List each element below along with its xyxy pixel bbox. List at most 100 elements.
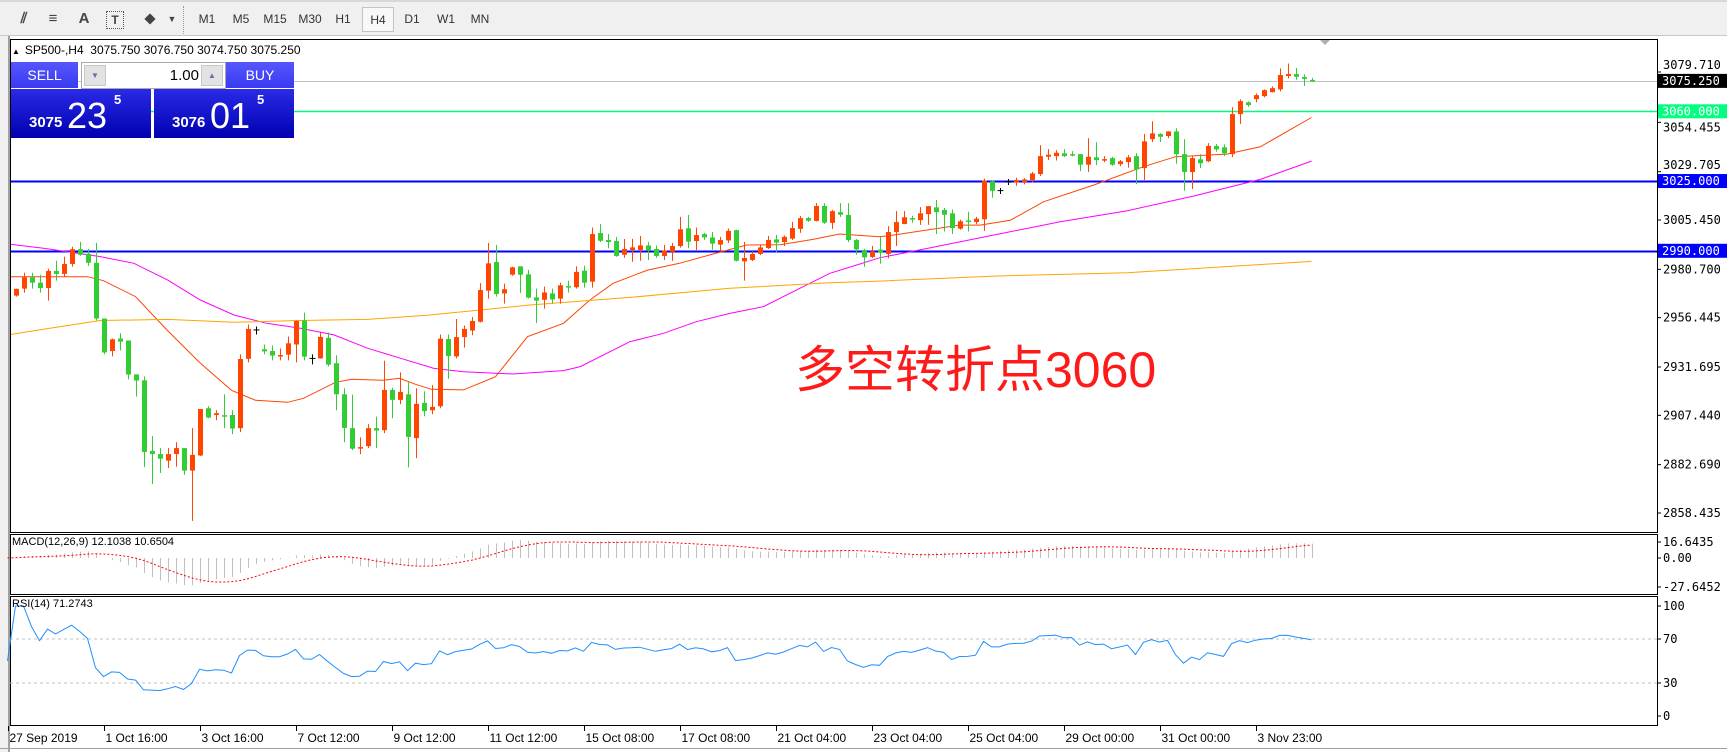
time-tick-label: 3 Oct 16:00: [202, 731, 264, 745]
lot-size-stepper[interactable]: ▼ 1.00 ▲: [81, 62, 226, 89]
candle: [462, 325, 467, 348]
hline-price-tag-bg: [1658, 243, 1727, 258]
candle: [526, 269, 531, 299]
candle: [638, 236, 643, 261]
candle-body: [534, 297, 539, 301]
decrease-lot-icon[interactable]: ▼: [84, 65, 106, 86]
timeframe-m30[interactable]: M30: [298, 12, 322, 26]
price-tick-label: 3005.450: [1663, 213, 1721, 227]
equidistant-channel-icon[interactable]: ⫽: [20, 10, 28, 27]
candle: [934, 199, 939, 235]
text-icon[interactable]: A: [78, 10, 90, 27]
price-tick-label: 3054.455: [1663, 120, 1721, 134]
candle-body: [38, 282, 43, 289]
candle: [1014, 177, 1019, 186]
timeframe-m15[interactable]: M15: [263, 12, 287, 26]
price-tick-label: 2882.690: [1663, 458, 1721, 472]
chart-shift-marker-icon: [1320, 40, 1330, 45]
candle-body: [1158, 134, 1163, 137]
candle: [550, 288, 555, 304]
candle-body: [518, 266, 523, 275]
rsi-tick-label: 70: [1663, 632, 1677, 646]
candle: [253, 326, 260, 335]
candle: [1126, 155, 1131, 168]
candle-body: [846, 214, 851, 241]
candle: [326, 332, 331, 367]
sell-price-box[interactable]: 3075 23 5: [11, 89, 151, 138]
fibonacci-icon[interactable]: ≡: [48, 10, 58, 27]
candle-body: [446, 339, 451, 357]
timeframe-m1[interactable]: M1: [198, 12, 216, 26]
timeframe-h4[interactable]: H4: [362, 7, 394, 32]
candle-body: [814, 205, 819, 221]
rsi-tick-label: 100: [1663, 599, 1685, 613]
timeframe-mn[interactable]: MN: [470, 12, 490, 26]
candle-body: [302, 320, 307, 357]
candle: [222, 394, 227, 429]
candle: [110, 338, 115, 357]
candle-body: [1238, 101, 1243, 115]
pivot-annotation[interactable]: 多空转折点3060: [795, 342, 1157, 398]
candle: [582, 265, 587, 288]
candle: [318, 332, 323, 359]
timeframe-m5[interactable]: M5: [232, 12, 250, 26]
candle: [1094, 142, 1099, 166]
candle: [958, 219, 963, 230]
candle: [182, 448, 187, 475]
candle: [374, 416, 379, 449]
candle-body: [1102, 159, 1107, 161]
candle-body: [1126, 157, 1131, 163]
rsi-tick-label: 30: [1663, 676, 1677, 690]
buy-button[interactable]: BUY: [226, 62, 294, 88]
candle: [1158, 133, 1163, 142]
candle: [646, 242, 651, 261]
sell-button[interactable]: SELL: [11, 62, 78, 88]
candle-body: [1294, 74, 1299, 77]
candle: [614, 237, 619, 257]
timeframe-w1[interactable]: W1: [437, 12, 455, 26]
candle-body: [150, 450, 155, 455]
price-tick-label: 3029.705: [1663, 158, 1721, 172]
buy-price-box[interactable]: 3076 01 5: [154, 89, 294, 138]
candle-body: [174, 448, 179, 455]
candle: [62, 256, 67, 277]
collapse-triangle-icon[interactable]: ▲: [12, 47, 20, 56]
current-price-tag: 3075.250: [1662, 74, 1720, 88]
arrows-icon[interactable]: ⬥: [144, 10, 156, 27]
candle: [1174, 128, 1179, 164]
chart-window[interactable]: [8, 36, 1727, 752]
candle: [1118, 160, 1123, 167]
candle-body: [558, 285, 563, 299]
candle: [198, 409, 203, 457]
candle-body: [1142, 141, 1147, 169]
candle: [78, 241, 83, 256]
candle-body: [886, 232, 891, 254]
candle: [206, 406, 211, 419]
candle: [390, 387, 395, 419]
candle: [997, 188, 1004, 194]
candle-body: [942, 209, 947, 215]
timeframe-h1[interactable]: H1: [335, 12, 351, 26]
candle: [1038, 145, 1043, 177]
increase-lot-icon[interactable]: ▲: [201, 65, 223, 86]
candle-body: [670, 246, 675, 252]
lot-size-input[interactable]: 1.00: [169, 67, 199, 84]
candle: [286, 336, 291, 361]
candle: [774, 234, 779, 253]
candle: [878, 236, 883, 264]
candle: [942, 207, 947, 232]
rsi-label: RSI(14) 71.2743: [12, 598, 93, 610]
candle-body: [1270, 88, 1275, 93]
macd-label: MACD(12,26,9) 12.1038 10.6504: [12, 536, 175, 548]
time-tick-label: 11 Oct 12:00: [490, 731, 558, 745]
text-label-icon[interactable]: T: [106, 11, 124, 29]
candle: [854, 238, 859, 255]
candle-body: [230, 415, 235, 429]
candle-body: [582, 270, 587, 283]
chevron-down-icon[interactable]: ▼: [167, 14, 177, 24]
timeframe-d1[interactable]: D1: [404, 12, 420, 26]
candle-body: [966, 220, 971, 222]
candle: [1214, 143, 1219, 152]
candle: [718, 236, 723, 251]
